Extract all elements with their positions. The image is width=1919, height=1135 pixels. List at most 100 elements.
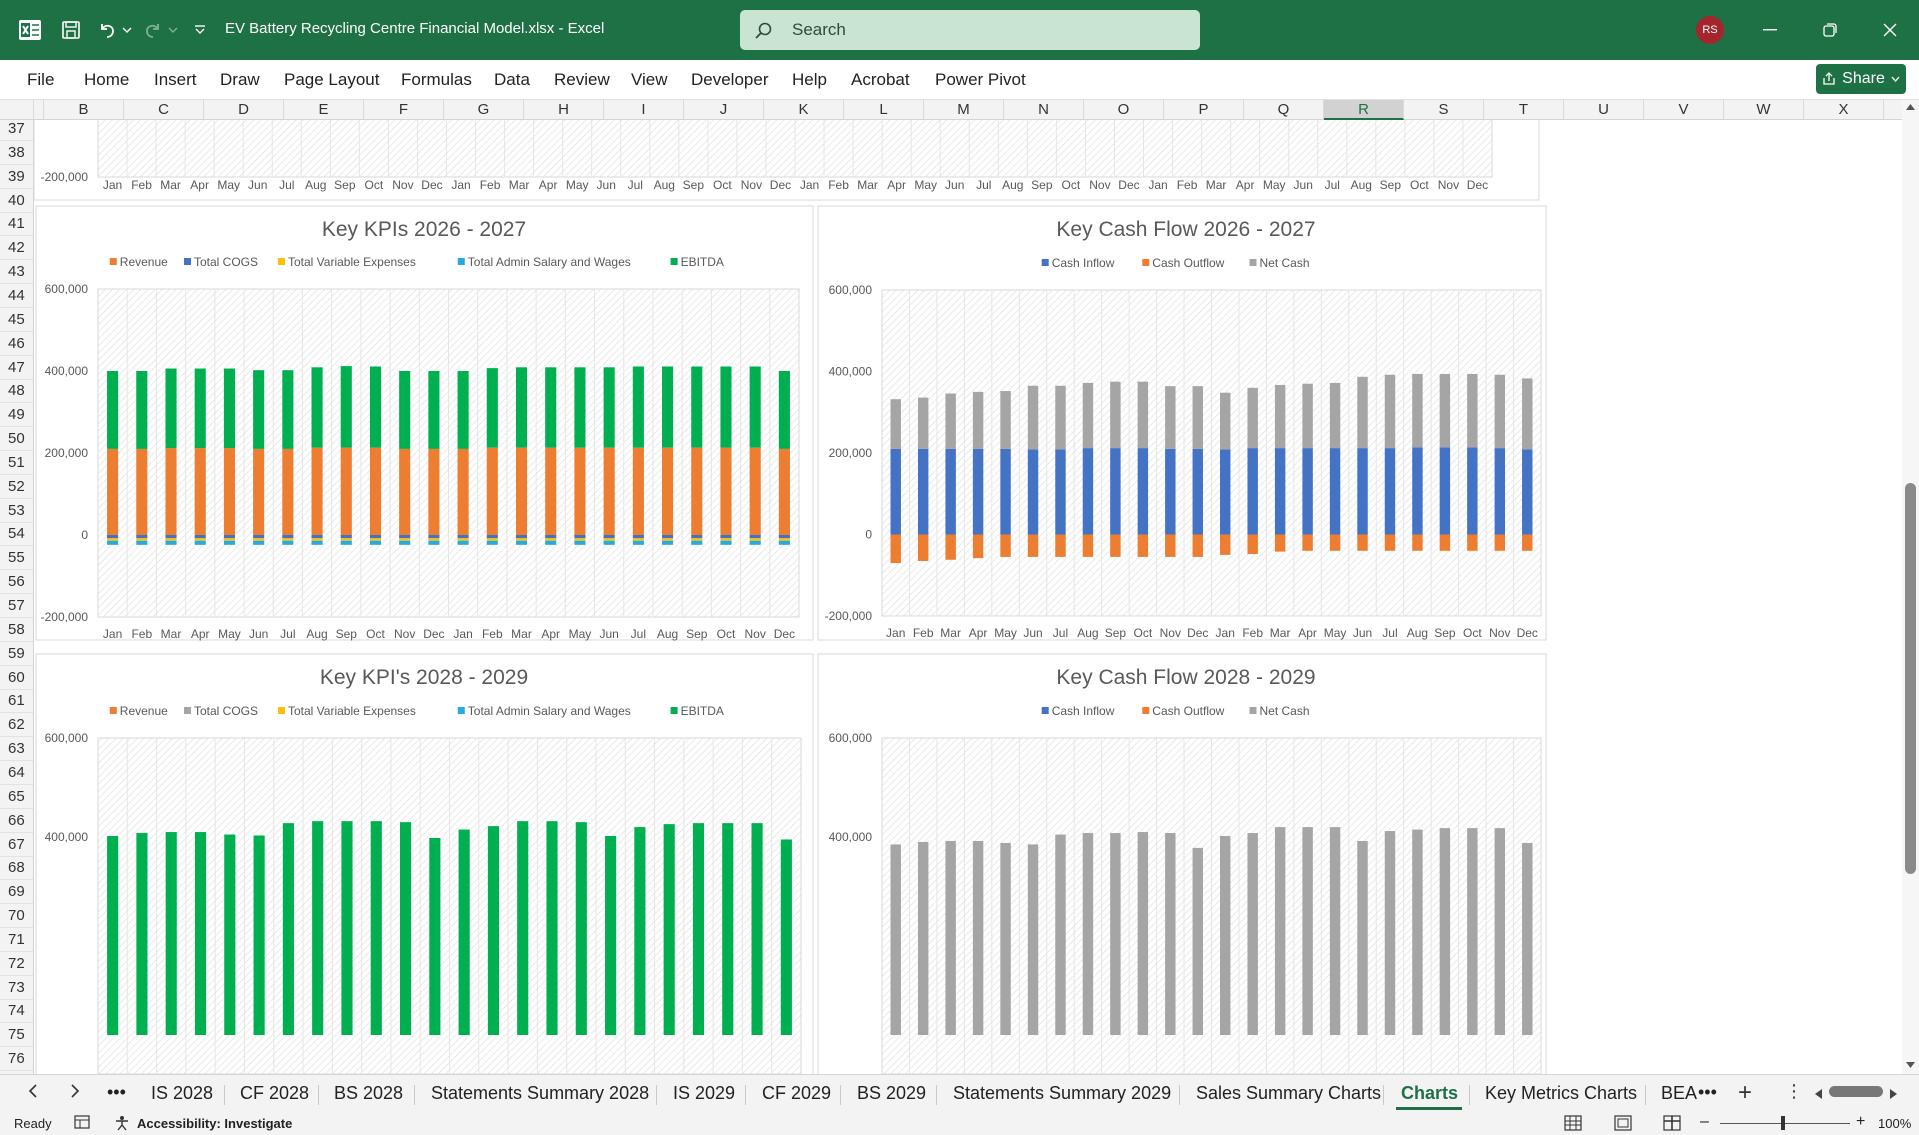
row-header[interactable]: 59 — [0, 642, 33, 666]
column-header-e[interactable]: E — [284, 100, 364, 120]
row-header[interactable]: 55 — [0, 546, 33, 571]
row-header[interactable]: 76 — [0, 1047, 33, 1072]
sheet-tab-cf-2028[interactable]: CF 2028 — [240, 1083, 310, 1103]
column-header-o[interactable]: O — [1084, 100, 1164, 120]
share-button[interactable]: Share — [1816, 64, 1906, 94]
tab-power-pivot[interactable]: Power Pivot — [935, 70, 1026, 89]
sheet-tab-key-metrics-charts[interactable]: Key Metrics Charts — [1485, 1083, 1638, 1103]
column-header-g[interactable]: G — [444, 100, 524, 120]
row-header[interactable]: 45 — [0, 308, 33, 332]
redo-dropdown-icon[interactable] — [166, 0, 180, 60]
scroll-left-icon[interactable] — [1815, 1086, 1823, 1104]
row-header[interactable]: 68 — [0, 856, 33, 881]
sheet-tab-is-2028[interactable]: IS 2028 — [151, 1083, 214, 1103]
options-icon[interactable]: ⋮ — [1785, 1081, 1803, 1101]
row-header[interactable]: 53 — [0, 499, 33, 523]
page-break-view-icon[interactable] — [1663, 1115, 1681, 1134]
column-header-n[interactable]: N — [1004, 100, 1084, 120]
row-header[interactable]: 41 — [0, 212, 33, 237]
worksheet[interactable]: 0 -200,000 Jan Feb Mar Apr May Jun Jul Aug Sep Oct N… — [34, 120, 1902, 1074]
column-header-m[interactable]: M — [924, 100, 1004, 120]
tab-page-layout[interactable]: Page Layout — [284, 70, 380, 89]
row-header[interactable]: 66 — [0, 809, 33, 833]
search-input[interactable]: Search — [740, 10, 1200, 50]
column-header-r[interactable]: R — [1324, 100, 1404, 120]
minimize-icon[interactable] — [1740, 0, 1800, 60]
row-header[interactable]: 61 — [0, 689, 33, 714]
row-header[interactable]: 50 — [0, 427, 33, 452]
zoom-slider[interactable] — [1720, 1123, 1850, 1124]
more-tabs-icon[interactable]: ••• — [1698, 1082, 1717, 1102]
column-header-h[interactable]: H — [524, 100, 604, 120]
row-header[interactable]: 62 — [0, 713, 33, 738]
tab-draw[interactable]: Draw — [220, 70, 260, 89]
zoom-in-icon[interactable]: + — [1856, 1113, 1866, 1130]
column-header-j[interactable]: J — [684, 100, 764, 120]
sheet-tab-statements-summary-2028[interactable]: Statements Summary 2028 — [431, 1083, 650, 1103]
row-header[interactable]: 47 — [0, 356, 33, 380]
column-header-c[interactable]: C — [124, 100, 204, 120]
row-header[interactable]: 74 — [0, 999, 33, 1024]
column-header-w[interactable]: W — [1724, 100, 1804, 120]
next-sheet-icon[interactable] — [70, 1083, 80, 1104]
row-header[interactable]: 40 — [0, 189, 33, 213]
row-header[interactable]: 42 — [0, 236, 33, 261]
row-header[interactable]: 52 — [0, 475, 33, 499]
tab-insert[interactable]: Insert — [154, 70, 197, 89]
column-header-l[interactable]: L — [844, 100, 924, 120]
row-header[interactable]: 48 — [0, 379, 33, 404]
chart-kpi-2028-2029[interactable]: Key KPI's 2028 - 2029 Revenue Total COGS To… — [35, 653, 814, 1074]
row-header[interactable]: 69 — [0, 880, 33, 905]
chart-cf-2026-2027[interactable]: Key Cash Flow 2026 - 2027 Cash Inflow Cash… — [817, 205, 1547, 641]
sheet-tab-charts[interactable]: Charts — [1401, 1083, 1459, 1103]
previous-sheet-icon[interactable] — [28, 1083, 38, 1104]
sheet-tab-bs-2028[interactable]: BS 2028 — [334, 1083, 404, 1103]
row-header[interactable]: 72 — [0, 952, 33, 976]
horizontal-scroll-thumb[interactable] — [1829, 1086, 1883, 1097]
column-header-t[interactable]: T — [1484, 100, 1564, 120]
customize-toolbar-icon[interactable] — [190, 0, 210, 60]
row-header[interactable]: 70 — [0, 904, 33, 929]
row-header[interactable]: 54 — [0, 522, 33, 547]
column-header-f[interactable]: F — [364, 100, 444, 120]
sheet-tab-cf-2029[interactable]: CF 2029 — [762, 1083, 832, 1103]
undo-dropdown-icon[interactable] — [120, 0, 134, 60]
column-header-u[interactable]: U — [1564, 100, 1644, 120]
tab-developer[interactable]: Developer — [691, 70, 769, 89]
column-header-x[interactable]: X — [1804, 100, 1884, 120]
tab-file[interactable]: File — [27, 70, 55, 89]
row-header[interactable]: 71 — [0, 928, 33, 952]
select-all-corner[interactable] — [0, 100, 34, 120]
tab-formulas[interactable]: Formulas — [401, 70, 472, 89]
row-header[interactable]: 58 — [0, 618, 33, 642]
row-header[interactable]: 51 — [0, 451, 33, 475]
row-header[interactable]: 75 — [0, 1023, 33, 1048]
scroll-right-icon[interactable] — [1889, 1086, 1897, 1104]
column-header-s[interactable]: S — [1404, 100, 1484, 120]
chart-kpi-2026-2027[interactable]: Key KPIs 2026 - 2027 Revenue Total COGS Tot… — [35, 205, 814, 641]
column-header-q[interactable]: Q — [1244, 100, 1324, 120]
row-header[interactable]: 63 — [0, 737, 33, 762]
row-header[interactable]: 65 — [0, 785, 33, 809]
chart-top-partial[interactable]: 0-200,000JanFebMarAprMayJunJulAugSepOctN… — [34, 120, 1540, 201]
restore-icon[interactable] — [1800, 0, 1860, 60]
save-icon[interactable] — [56, 0, 86, 60]
sheet-tab-bea[interactable]: BEA — [1661, 1083, 1697, 1103]
accessibility-status[interactable]: Accessibility: Investigate — [137, 1116, 293, 1131]
tab-home[interactable]: Home — [84, 70, 130, 89]
row-header[interactable]: 67 — [0, 833, 33, 857]
tab-view[interactable]: View — [631, 70, 668, 89]
add-sheet-icon[interactable]: + — [1738, 1079, 1753, 1106]
page-layout-view-icon[interactable] — [1614, 1115, 1632, 1134]
sheet-tab-bs-2029[interactable]: BS 2029 — [857, 1083, 927, 1103]
row-header[interactable]: 43 — [0, 260, 33, 285]
zoom-level[interactable]: 100% — [1878, 1116, 1912, 1131]
row-header[interactable]: 49 — [0, 403, 33, 428]
avatar[interactable]: RS — [1696, 16, 1724, 44]
undo-icon[interactable] — [94, 0, 120, 60]
close-icon[interactable] — [1860, 0, 1919, 60]
column-header-p[interactable]: P — [1164, 100, 1244, 120]
column-header-v[interactable]: V — [1644, 100, 1724, 120]
sheet-tab-sales-summary-charts[interactable]: Sales Summary Charts — [1196, 1083, 1382, 1103]
zoom-slider-thumb[interactable] — [1781, 1116, 1785, 1130]
